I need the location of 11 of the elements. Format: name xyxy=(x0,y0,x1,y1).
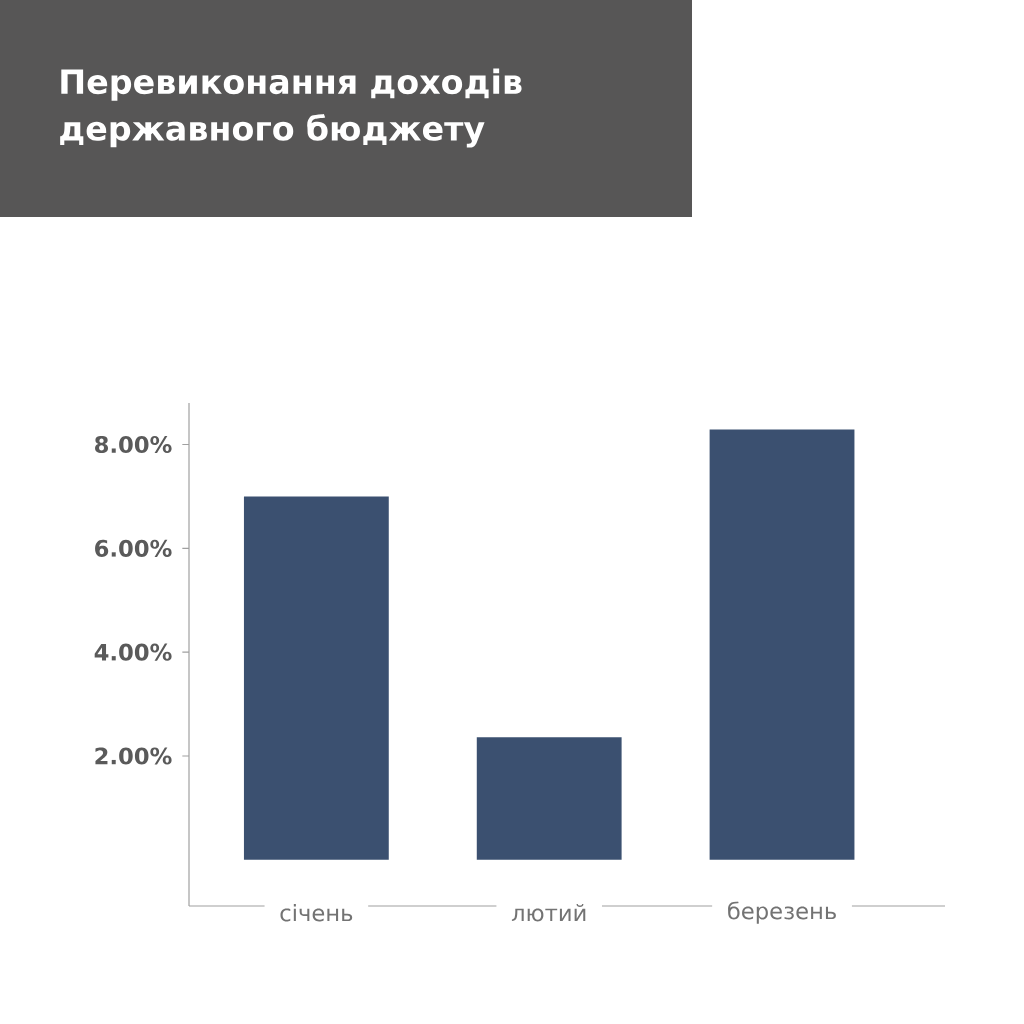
bar xyxy=(243,496,389,860)
bar xyxy=(709,429,855,860)
x-tick-label: березень xyxy=(728,901,836,924)
y-tick-label: 6.00% xyxy=(95,539,172,557)
x-tick-label: лютий xyxy=(511,903,586,922)
y-tick-label: 8.00% xyxy=(95,435,172,454)
y-tick-label: 4.00% xyxy=(94,643,172,661)
bar xyxy=(476,737,622,860)
y-tick-label: 2.00% xyxy=(95,747,172,765)
chart-title: Перевиконання доходів державного бюджету xyxy=(60,68,522,148)
x-tick-label: січень xyxy=(280,903,353,922)
